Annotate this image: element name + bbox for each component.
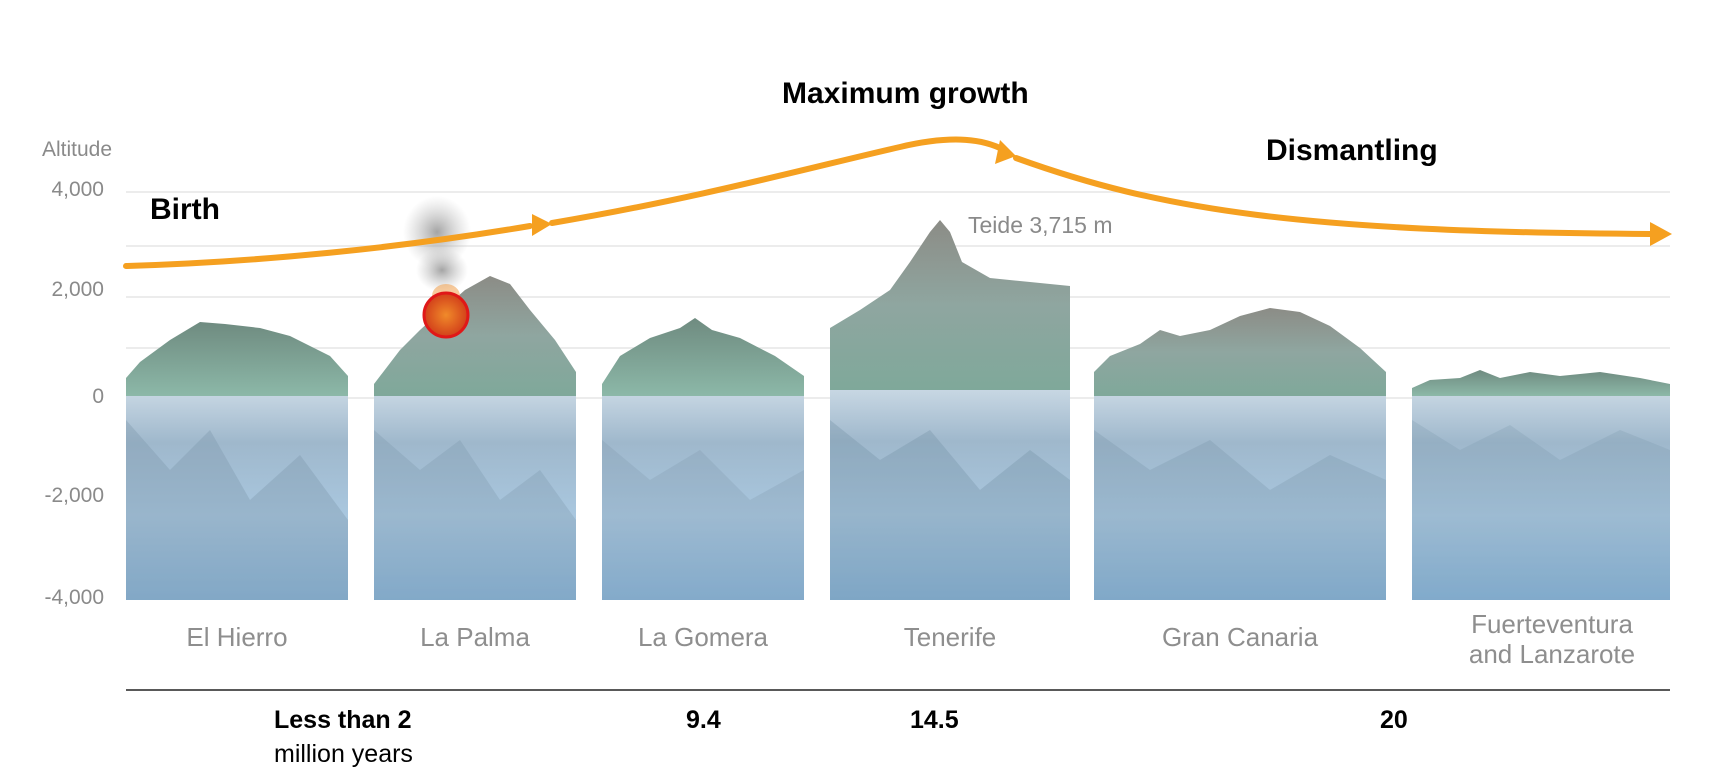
island-label-fuerteventura-lanzarote: Fuerteventura and Lanzarote <box>1412 609 1692 669</box>
island-label-la-gomera: La Gomera <box>637 622 769 652</box>
axis-title: Altitude <box>42 138 113 161</box>
age-young: Less than 2 <box>274 706 412 734</box>
age-old: 20 <box>1380 706 1408 734</box>
eruption-marker <box>422 291 470 339</box>
axis-tick-4000: 4,000 <box>51 178 104 201</box>
teide-annotation: Teide 3,715 m <box>968 212 1113 238</box>
island-label-line1: Fuerteventura <box>1471 609 1633 639</box>
island-label-tenerife: Tenerife <box>903 622 997 652</box>
island-label-gran-canaria: Gran Canaria <box>1161 622 1319 652</box>
age-young-unit: million years <box>274 740 413 768</box>
island-la-gomera-relief <box>602 318 804 600</box>
island-label-line2: and Lanzarote <box>1468 639 1636 669</box>
island-el-hierro-relief <box>126 322 348 600</box>
axis-tick-minus-2000: -2,000 <box>44 484 104 507</box>
lifecycle-arrow <box>123 136 1653 269</box>
island-label-la-palma: La Palma <box>420 622 530 652</box>
phase-dismantling: Dismantling <box>1266 134 1438 167</box>
phase-birth: Birth <box>150 193 220 226</box>
axis-tick-0: 0 <box>92 385 104 408</box>
island-label-el-hierro: El Hierro <box>186 622 288 652</box>
eruption-smoke <box>403 196 471 308</box>
axis-tick-minus-4000: -4,000 <box>44 586 104 609</box>
island-tenerife-relief <box>830 220 1070 600</box>
island-la-palma-relief <box>374 276 576 600</box>
island-fuerteventura-lanzarote-relief <box>1412 370 1670 600</box>
phase-maximum-growth: Maximum growth <box>782 77 1029 110</box>
axis-tick-2000: 2,000 <box>51 278 104 301</box>
age-la-gomera: 9.4 <box>686 706 721 734</box>
age-tenerife: 14.5 <box>910 706 959 734</box>
island-gran-canaria-relief <box>1094 308 1386 600</box>
lifecycle-arrowheads <box>532 140 1672 246</box>
